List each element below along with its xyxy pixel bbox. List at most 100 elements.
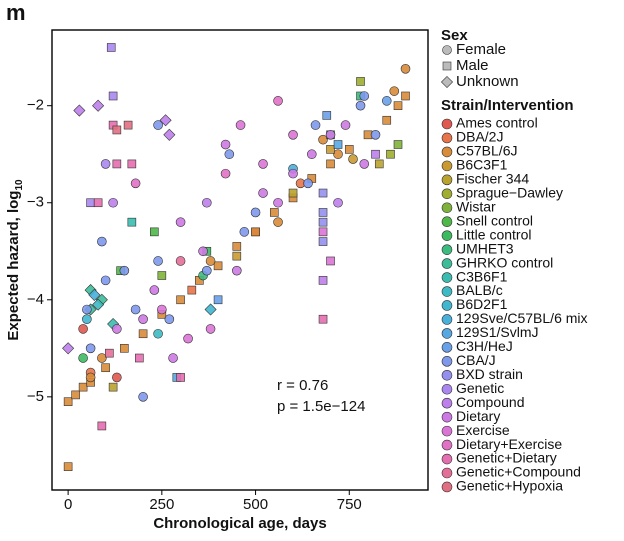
point [224, 149, 235, 160]
legend-label: Fischer 344 [456, 171, 529, 187]
point [93, 198, 103, 208]
x-tick-label: 750 [337, 496, 362, 513]
legend-label: B6D2F1 [456, 296, 508, 312]
point [220, 168, 231, 179]
legend-label: Genetic+Hypoxia [456, 478, 563, 494]
point [163, 128, 176, 141]
point [112, 125, 122, 135]
legend-marker [441, 132, 453, 144]
point [108, 91, 118, 101]
point [120, 344, 129, 353]
point [153, 120, 163, 130]
point [85, 372, 96, 383]
legend-marker [441, 300, 453, 311]
point [78, 324, 88, 334]
point [176, 295, 185, 305]
point [138, 392, 148, 402]
point [130, 304, 141, 315]
legend-label: C3B6F1 [456, 268, 508, 284]
legend-title: Strain/Intervention [441, 97, 574, 114]
point [382, 115, 392, 125]
point [130, 178, 141, 189]
point [348, 154, 358, 164]
legend-marker [441, 356, 453, 367]
legend-marker [441, 411, 453, 423]
point [340, 120, 351, 130]
point [97, 353, 107, 363]
legend-marker [441, 230, 453, 241]
legend-label: Wistar [456, 198, 496, 214]
y-tick-label: −4 [27, 291, 44, 308]
point [333, 149, 343, 160]
point [213, 295, 223, 305]
legend-marker [441, 202, 453, 214]
legend-marker [441, 118, 453, 130]
legend-marker [441, 467, 453, 479]
point [318, 276, 328, 285]
point [205, 324, 216, 334]
legend-marker [440, 75, 454, 89]
point [202, 197, 212, 208]
point [232, 242, 242, 251]
point [356, 77, 365, 86]
point [220, 139, 231, 150]
legend-marker [441, 272, 453, 283]
point [164, 314, 175, 324]
point [258, 188, 268, 198]
legend-label: DBA/2J [456, 129, 503, 145]
annotation: r = 0.76 [277, 377, 328, 394]
point [250, 207, 261, 218]
point [153, 256, 163, 266]
legend-label: Genetic+Compound [456, 464, 581, 480]
point [97, 421, 107, 431]
point [157, 271, 167, 280]
legend-marker [441, 369, 453, 381]
point [270, 208, 279, 217]
point [149, 285, 160, 295]
y-axis-title-sub: 10 [14, 179, 25, 191]
legend-label: C57BL/6J [456, 143, 517, 159]
legend-label: C3H/HeJ [456, 338, 513, 354]
legend-label: Sprague−Dawley [456, 185, 563, 201]
legend-label: Female [456, 41, 506, 58]
legend-label: Ames control [456, 115, 538, 131]
point [251, 227, 260, 237]
point [204, 303, 217, 316]
point [239, 227, 250, 237]
point [400, 64, 411, 74]
point [78, 353, 88, 363]
point [150, 227, 159, 237]
point [273, 96, 283, 106]
point [370, 130, 381, 140]
legend-label: Male [456, 57, 489, 74]
point [198, 246, 208, 257]
point [326, 256, 335, 266]
x-tick-label: 250 [149, 496, 174, 513]
legend-marker [441, 174, 453, 186]
legend-label: Dietary+Exercise [456, 436, 562, 452]
point [92, 99, 105, 112]
point [92, 298, 105, 311]
point [159, 114, 172, 127]
point [82, 314, 92, 324]
legend-label: Compound [456, 394, 525, 410]
x-tick-label: 0 [64, 496, 72, 513]
point [273, 217, 283, 227]
legend-label: UMHET3 [456, 240, 514, 256]
point [63, 462, 73, 472]
point [232, 251, 242, 261]
y-axis-title-main: Expected hazard, log [5, 191, 22, 341]
point [73, 104, 86, 117]
point [108, 382, 118, 392]
point [127, 217, 137, 227]
point [97, 236, 107, 247]
point [176, 373, 185, 382]
legend-marker [441, 481, 453, 493]
plot-frame [51, 29, 429, 491]
annotation: p = 1.5e−124 [277, 398, 365, 415]
y-tick-label: −2 [27, 97, 44, 114]
point [175, 217, 186, 227]
point [88, 288, 101, 301]
point [333, 140, 343, 149]
point [310, 120, 321, 130]
